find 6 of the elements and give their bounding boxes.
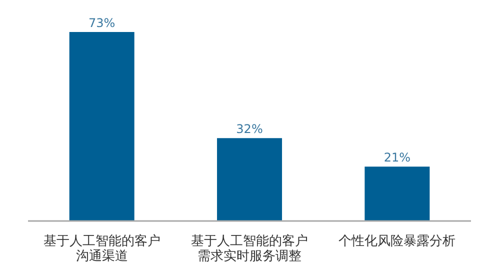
x-tick-label: 基于人工智能的客户沟通渠道 — [43, 233, 160, 264]
x-tick-label: 基于人工智能的客户需求实时服务调整 — [191, 233, 308, 264]
data-label: 73% — [88, 16, 116, 30]
x-tick-label: 个性化风险暴露分析 — [338, 234, 456, 249]
data-label: 21% — [384, 150, 411, 165]
data-label: 32% — [236, 122, 263, 136]
